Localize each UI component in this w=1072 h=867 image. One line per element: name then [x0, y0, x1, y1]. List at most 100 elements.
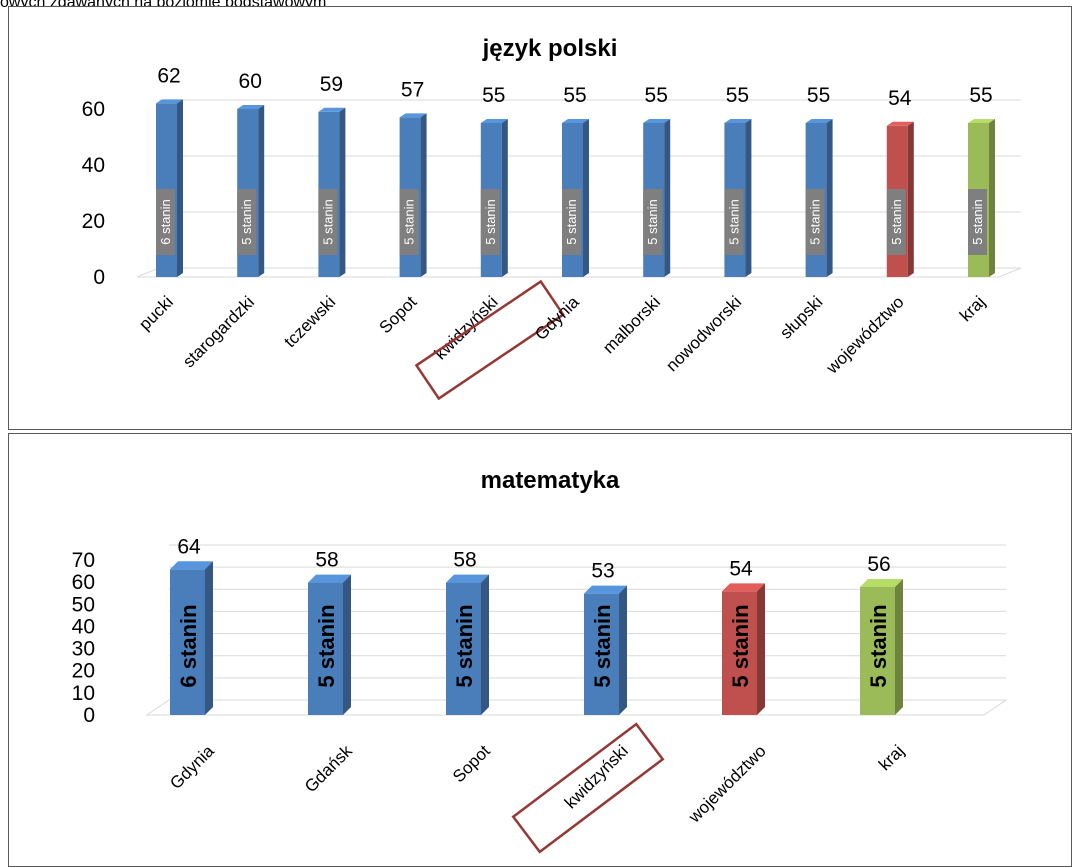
bar-top	[480, 119, 508, 123]
chart-title: matematyka	[481, 467, 620, 494]
stanin-label: 5 stanin	[318, 189, 338, 255]
category-label: nowodworski	[662, 292, 745, 375]
stanin-text: 5 stanin	[970, 199, 985, 245]
bar-front	[170, 569, 205, 715]
bar-side	[343, 574, 351, 715]
data-label: 59	[320, 73, 343, 96]
stanin-label: 6 stanin	[156, 189, 175, 255]
stanin-box	[886, 189, 906, 255]
data-label: 54	[729, 557, 753, 580]
category-label: słupski	[776, 292, 826, 342]
stanin-label: 5 stanin	[886, 189, 906, 255]
bar-side	[907, 121, 914, 277]
bar-top	[584, 585, 627, 594]
bar-side	[501, 119, 508, 277]
bar-side	[177, 99, 183, 278]
stanin-box	[237, 189, 257, 255]
category-label: kwidzyński	[431, 292, 502, 363]
data-label: 57	[401, 78, 424, 101]
y-tick-label: 40	[82, 154, 105, 177]
bar-side	[205, 561, 213, 715]
y-tick-label: 50	[72, 593, 95, 616]
category-label: Gdynia	[531, 292, 583, 344]
stanin-box	[399, 189, 419, 255]
stanin-label: 5 stanin	[314, 604, 339, 687]
bar-top	[318, 107, 346, 112]
stanin-text: 5 stanin	[564, 199, 579, 245]
chart-panel-polish: 0 20 40 60 język polski 62 6 stanin pucki 60 5 st…	[8, 6, 1072, 430]
bar	[446, 574, 489, 715]
stanin-text: 5 stanin	[726, 199, 741, 245]
stanin-text: 5 stanin	[645, 199, 660, 245]
data-label: 55	[645, 84, 668, 107]
category-label: kraj	[956, 292, 989, 325]
category-label: Gdynia	[166, 741, 218, 793]
data-label: 60	[239, 70, 262, 93]
y-tick-label: 0	[93, 266, 105, 289]
bar	[722, 583, 765, 715]
bar-side	[895, 579, 903, 715]
category-label: kwidzyński	[561, 741, 632, 812]
bar-top	[399, 113, 427, 118]
bar-front	[722, 591, 757, 715]
stanin-label: 5 stanin	[480, 189, 500, 255]
bar-side	[757, 583, 765, 715]
stanin-text: 5 stanin	[320, 199, 335, 245]
stanin-text: 6 stanin	[176, 604, 201, 687]
bar-side	[583, 119, 589, 277]
y-tick-label: 60	[72, 571, 95, 594]
stanin-label: 5 stanin	[237, 189, 257, 255]
bar-top	[237, 105, 265, 109]
stanin-label: 5 stanin	[866, 604, 891, 687]
bar-front	[308, 582, 343, 715]
bar-side	[258, 105, 265, 277]
bar-top	[170, 561, 213, 570]
category-label: starogardzki	[179, 292, 258, 371]
bar-top	[562, 119, 589, 123]
stanin-label: 5 stanin	[728, 604, 753, 687]
stanin-box	[724, 189, 744, 255]
stanin-text: 6 stanin	[158, 199, 173, 245]
data-label: 55	[563, 84, 586, 107]
stanin-box	[968, 189, 987, 255]
bar-front	[584, 593, 619, 715]
bar-side	[481, 574, 489, 715]
bar-top	[308, 574, 351, 583]
bar-top	[722, 583, 765, 592]
y-tick-label: 20	[82, 210, 105, 233]
bar-top	[643, 119, 671, 123]
stanin-label: 5 stanin	[452, 604, 477, 687]
stanin-label: 5 stanin	[590, 604, 615, 687]
category-label: Sopot	[376, 292, 421, 337]
category-label: kraj	[875, 741, 908, 774]
chart-panel-math: 0 10 20 30 40 50 60 70 matematyka 64 6 stanin Gdyni…	[8, 433, 1072, 867]
category-label: malborski	[599, 292, 664, 357]
stanin-box	[318, 189, 338, 255]
bar-top	[968, 119, 995, 123]
stanin-label: 5 stanin	[399, 189, 419, 255]
highlight-frame	[511, 722, 665, 854]
bar-front	[860, 587, 895, 715]
data-label: 56	[867, 553, 890, 576]
bar-top	[886, 121, 914, 126]
category-label: tczewski	[280, 292, 339, 351]
stanin-box	[480, 189, 500, 255]
stanin-label: 5 stanin	[968, 189, 987, 255]
bar-side	[989, 119, 995, 277]
stanin-text: 5 stanin	[452, 604, 477, 687]
data-label: 54	[888, 87, 912, 110]
stanin-label: 6 stanin	[176, 604, 201, 687]
stanin-text: 5 stanin	[866, 604, 891, 687]
y-tick-label: 20	[72, 660, 95, 683]
bar-top	[860, 579, 903, 587]
stanin-label: 5 stanin	[724, 189, 744, 255]
bar	[170, 561, 213, 715]
bar	[860, 579, 903, 715]
stanin-label: 5 stanin	[643, 189, 663, 255]
stanin-box	[805, 189, 825, 255]
data-label: 55	[726, 84, 749, 107]
stanin-label: 5 stanin	[805, 189, 825, 255]
stanin-text: 5 stanin	[239, 199, 254, 245]
bar-front	[446, 582, 481, 715]
data-label: 53	[591, 560, 614, 583]
